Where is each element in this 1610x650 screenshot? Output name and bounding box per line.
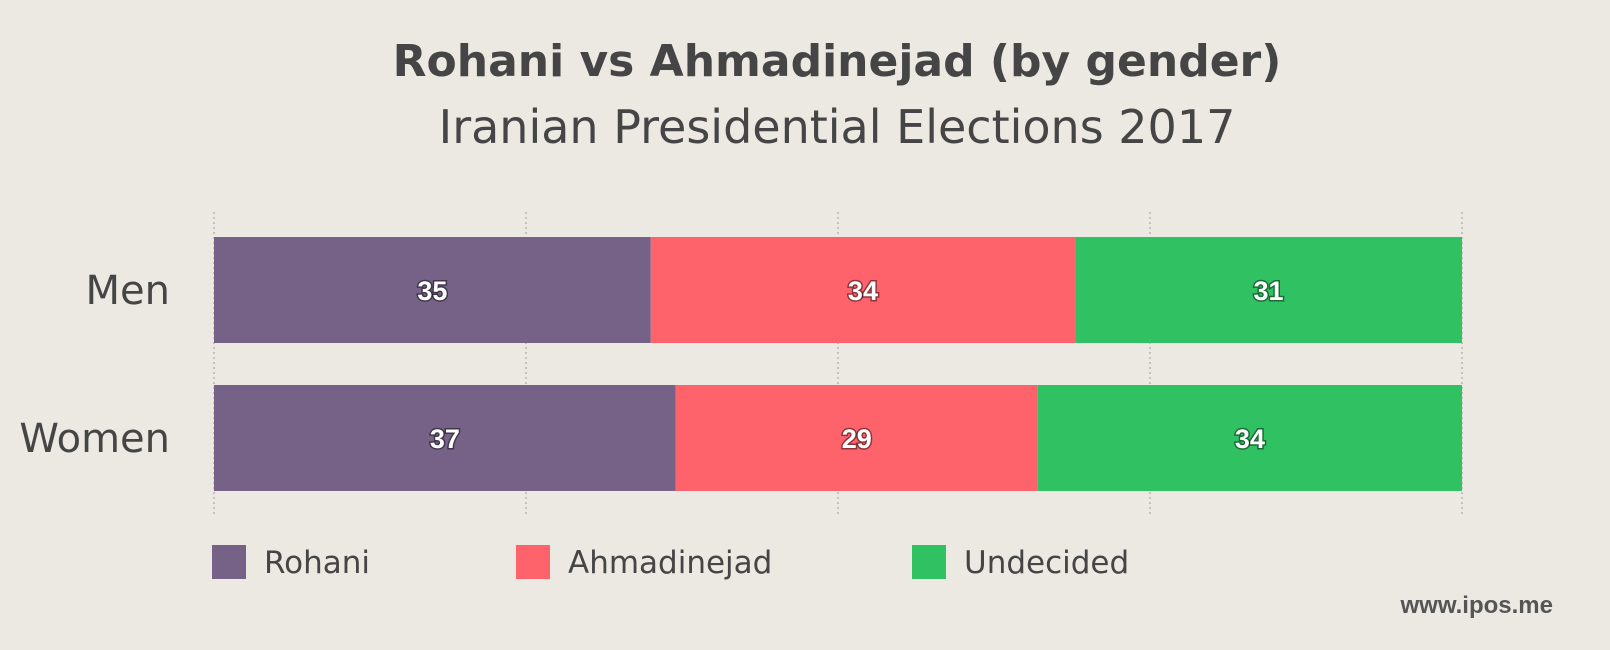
- category-labels: Men Women: [19, 268, 170, 462]
- chart-title: Rohani vs Ahmadinejad (by gender): [393, 36, 1282, 87]
- value-label-men-ahmadinejad: 34: [848, 276, 878, 306]
- value-label-women-undecided: 34: [1235, 424, 1265, 454]
- value-label-women-ahmadinejad: 29: [842, 424, 872, 454]
- bar-women-ahmadinejad: [675, 385, 1038, 491]
- legend-label-rohani: Rohani: [264, 545, 370, 581]
- bar-men-undecided: [1075, 237, 1462, 343]
- bar-men-rohani: [214, 237, 651, 343]
- value-label-men-rohani: 35: [417, 276, 447, 306]
- category-label-women: Women: [19, 416, 170, 462]
- data-labels: 35 34 31 37 29 34: [416, 275, 1285, 456]
- value-label-men-undecided: 31: [1254, 276, 1284, 306]
- bars: [214, 237, 1462, 491]
- bar-women-undecided: [1037, 385, 1462, 491]
- legend-swatch-undecided: [912, 545, 946, 579]
- chart-subtitle: Iranian Presidential Elections 2017: [439, 100, 1236, 154]
- legend: Rohani Ahmadinejad Undecided: [212, 545, 1129, 581]
- legend-label-undecided: Undecided: [964, 545, 1129, 581]
- bar-women-rohani: [214, 385, 676, 491]
- legend-swatch-ahmadinejad: [516, 545, 550, 579]
- bar-men-ahmadinejad: [650, 237, 1076, 343]
- legend-label-ahmadinejad: Ahmadinejad: [568, 545, 772, 581]
- source-watermark: www.ipos.me: [1400, 592, 1553, 619]
- legend-swatch-rohani: [212, 545, 246, 579]
- value-label-women-rohani: 37: [430, 424, 460, 454]
- category-label-men: Men: [86, 268, 170, 314]
